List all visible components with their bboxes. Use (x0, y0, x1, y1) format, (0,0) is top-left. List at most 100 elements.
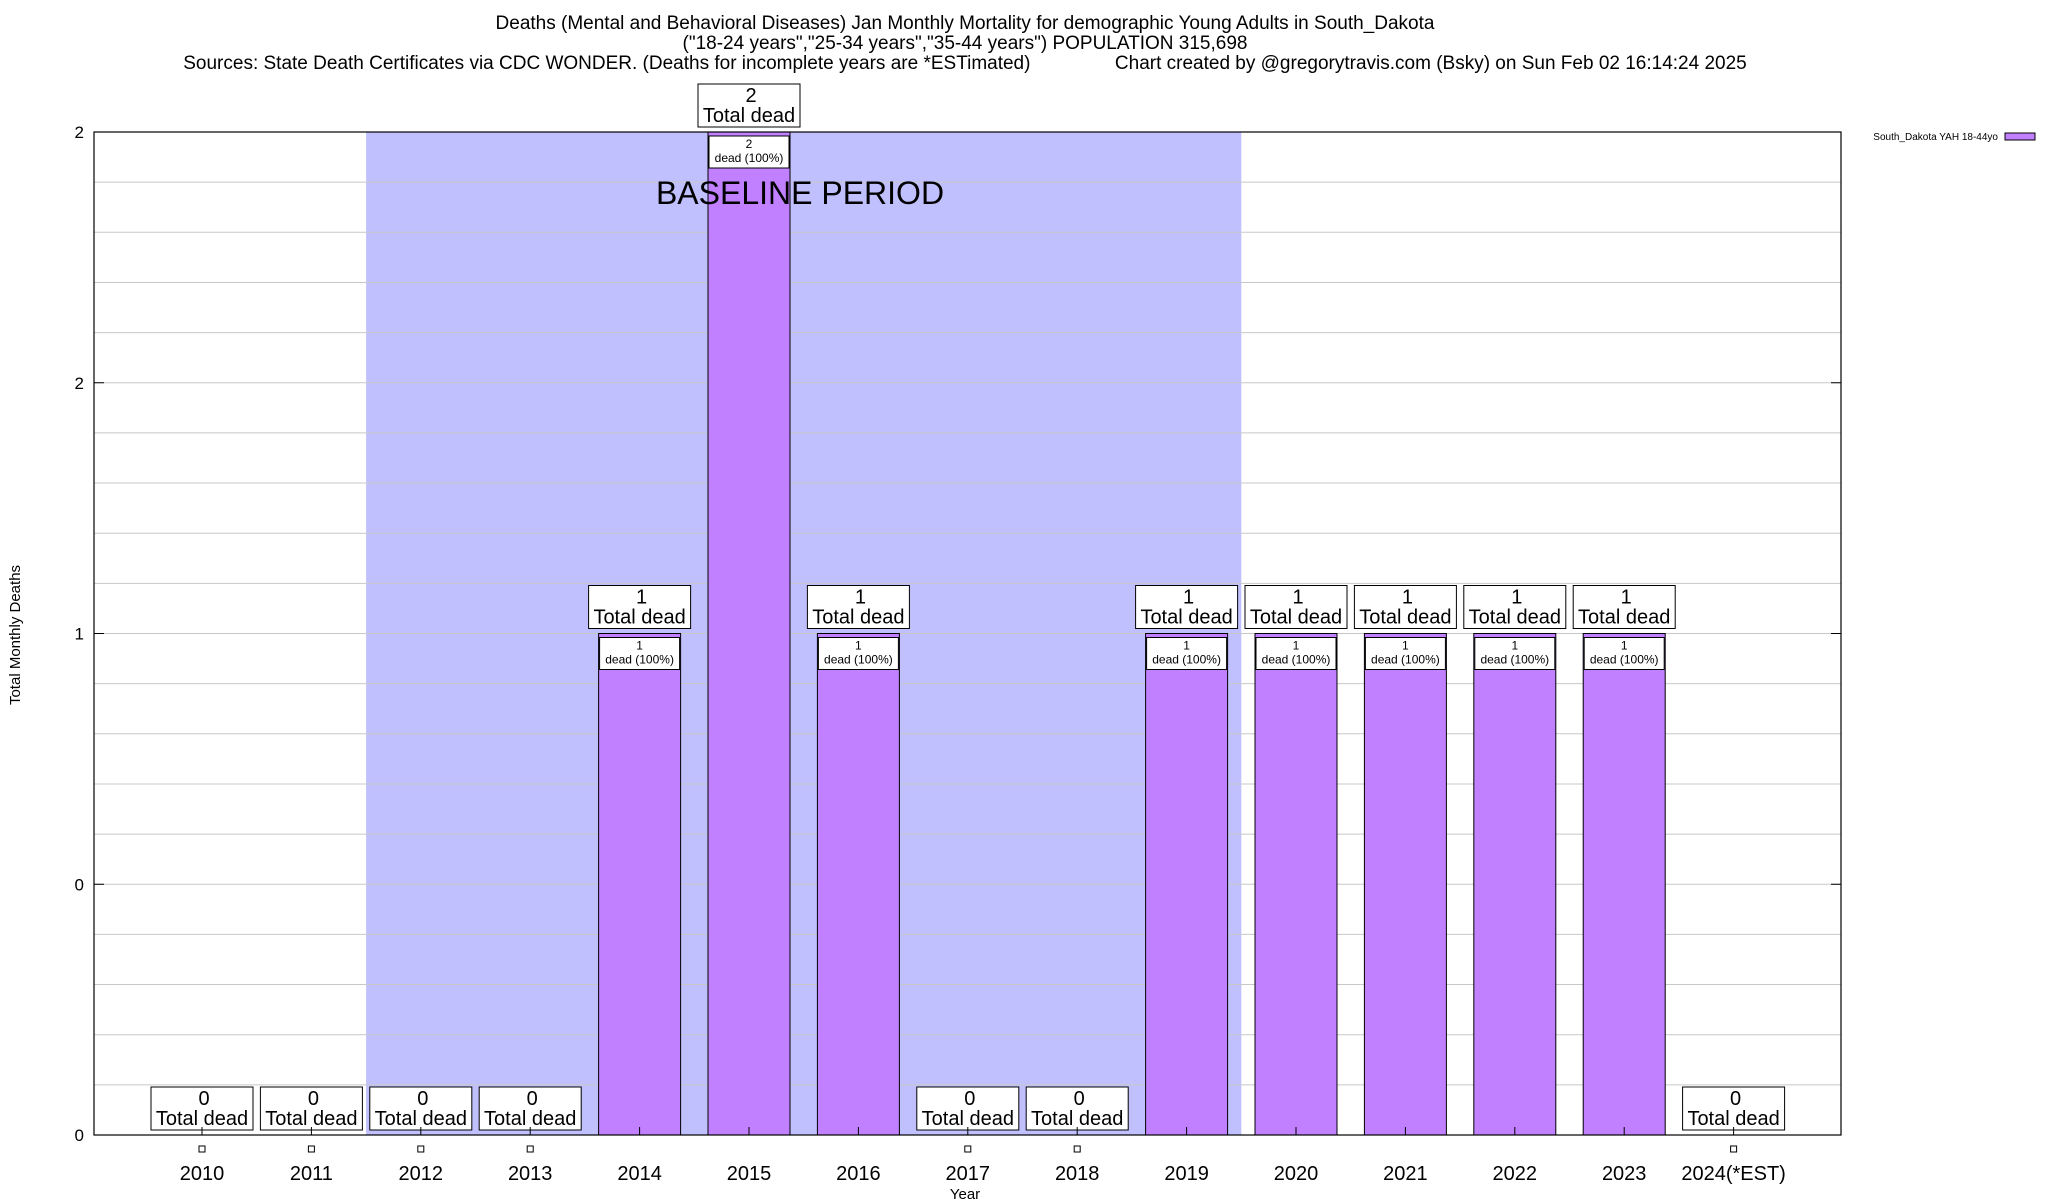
inner-label-box-2020 (1255, 637, 1337, 670)
total-label-text: Total dead (703, 105, 795, 127)
x-tick-label: 2016 (836, 1163, 881, 1185)
total-label-text: Total dead (265, 1108, 357, 1130)
chart-source-line: Sources: State Death Certificates via CD… (183, 53, 1747, 74)
total-label-box-2022 (1463, 585, 1567, 629)
y-tick-label: 2 (75, 374, 84, 393)
zero-marker-2017 (964, 1145, 972, 1153)
zero-marker-2012 (417, 1145, 425, 1153)
inner-label-value: 1 (1183, 639, 1190, 653)
total-label-text: Total dead (156, 1108, 248, 1130)
x-tick-label: 2019 (1164, 1163, 1209, 1185)
total-label-box-2024(*EST) (1682, 1086, 1786, 1131)
legend-swatch (2004, 132, 2036, 141)
bar-2022 (1473, 633, 1557, 1136)
x-tick-label: 2015 (727, 1163, 772, 1185)
x-tick-label: 2020 (1274, 1163, 1319, 1185)
total-label-value: 1 (1621, 587, 1632, 609)
total-label-box-2021 (1353, 585, 1457, 629)
bars-layer (198, 131, 1738, 1153)
inner-label-text: dead (100%) (1152, 653, 1221, 667)
total-label-box-2013 (478, 1086, 582, 1131)
total-label-value: 0 (1074, 1088, 1085, 1110)
total-label-value: 0 (964, 1088, 975, 1110)
total-label-text: Total dead (1140, 607, 1232, 629)
total-label-value: 0 (527, 1088, 538, 1110)
bar-2023 (1582, 633, 1666, 1136)
x-axis-label: Year (950, 1186, 980, 1200)
inner-label-text: dead (100%) (715, 151, 784, 165)
inner-label-box-2021 (1364, 637, 1446, 670)
y-tick-label: 0 (75, 1126, 84, 1145)
zero-marker-2010 (198, 1145, 206, 1153)
x-tick-label: 2011 (290, 1163, 333, 1185)
chart-subtitle: ("18-24 years","25-34 years","35-44 year… (682, 33, 1248, 54)
total-label-text: Total dead (1359, 607, 1451, 629)
inner-label-value: 1 (636, 639, 643, 653)
total-label-box-2018 (1025, 1086, 1129, 1131)
total-label-box-2014 (588, 585, 692, 629)
bar-2016 (816, 633, 900, 1136)
x-tick-label: 2012 (399, 1163, 444, 1185)
inner-label-value: 1 (1293, 639, 1300, 653)
inner-label-box-2019 (1146, 637, 1228, 670)
inner-label-box-2022 (1474, 637, 1556, 670)
x-tick-label: 2014 (617, 1163, 662, 1185)
inner-label-text: dead (100%) (1371, 653, 1440, 667)
total-label-box-2011 (259, 1086, 363, 1131)
x-tick-label: 2021 (1383, 1163, 1428, 1185)
y-tick-label: 2 (75, 123, 84, 142)
chart-title: Deaths (Mental and Behavioral Diseases) … (495, 13, 1435, 34)
total-label-text: Total dead (593, 607, 685, 629)
zero-marker-2024(*EST) (1730, 1145, 1738, 1153)
x-tick-label: 2018 (1055, 1163, 1100, 1185)
inner-label-box-2023 (1583, 637, 1665, 670)
bar-2021 (1363, 633, 1447, 1136)
legend: South_Dakota YAH 18-44yo (1873, 132, 2036, 143)
total-label-value: 1 (1402, 587, 1413, 609)
y-axis-label: Total Monthly Deaths (7, 565, 24, 705)
inner-label-text: dead (100%) (1590, 653, 1659, 667)
total-label-value: 0 (198, 1088, 209, 1110)
inner-label-value: 1 (1511, 639, 1518, 653)
inner-label-box-2015 (708, 135, 790, 169)
baseline-period-label: BASELINE PERIOD (656, 175, 944, 211)
total-label-value: 1 (1292, 587, 1303, 609)
total-label-value: 2 (745, 85, 756, 107)
inner-label-value: 1 (855, 639, 862, 653)
x-tick-label: 2024(*EST) (1681, 1163, 1786, 1185)
zero-marker-2013 (526, 1145, 534, 1153)
inner-label-value: 1 (1621, 639, 1628, 653)
x-tick-label: 2013 (508, 1163, 553, 1185)
total-label-box-2017 (916, 1086, 1020, 1131)
inner-label-text: dead (100%) (1262, 653, 1331, 667)
inner-label-value: 1 (1402, 639, 1409, 653)
total-label-text: Total dead (1687, 1108, 1779, 1130)
total-label-value: 1 (636, 587, 647, 609)
total-label-box-2023 (1572, 585, 1676, 629)
x-tick-label: 2010 (180, 1163, 225, 1185)
total-label-box-2010 (150, 1086, 254, 1131)
bar-2019 (1145, 633, 1229, 1136)
total-label-text: Total dead (812, 607, 904, 629)
total-label-value: 1 (1511, 587, 1522, 609)
total-label-value: 1 (1183, 587, 1194, 609)
y-tick-label: 1 (75, 625, 84, 644)
inner-label-text: dead (100%) (824, 653, 893, 667)
total-label-text: Total dead (1578, 607, 1670, 629)
total-label-text: Total dead (484, 1108, 576, 1130)
bar-2014 (598, 633, 682, 1136)
y-tick-label: 0 (75, 875, 84, 894)
total-label-text: Total dead (1469, 607, 1561, 629)
total-label-text: Total dead (922, 1108, 1014, 1130)
total-label-box-2019 (1135, 585, 1239, 629)
x-tick-label: 2022 (1493, 1163, 1538, 1185)
inner-label-text: dead (100%) (605, 653, 674, 667)
zero-marker-2011 (307, 1145, 315, 1153)
legend-label: South_Dakota YAH 18-44yo (1873, 132, 1998, 143)
total-label-box-2016 (806, 585, 910, 629)
inner-label-box-2016 (817, 637, 899, 670)
total-label-value: 1 (855, 587, 866, 609)
total-label-box-2020 (1244, 585, 1348, 629)
